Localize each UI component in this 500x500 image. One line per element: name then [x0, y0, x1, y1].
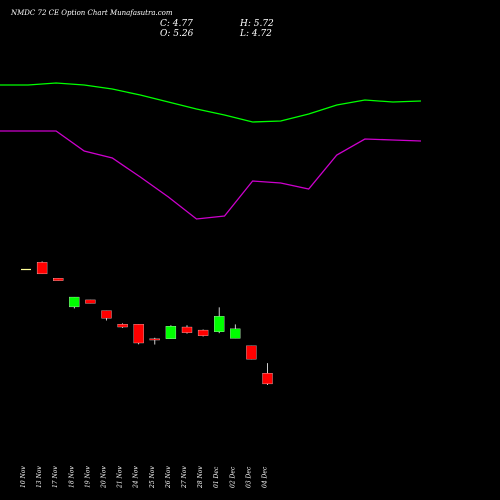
x-tick-label: 25 Nov — [149, 466, 156, 489]
candle-body — [262, 373, 273, 385]
x-tick-label: 24 Nov — [133, 466, 140, 489]
candle-body — [149, 338, 160, 341]
upper-band-line — [0, 82, 422, 123]
x-tick-label: 02 Dec — [229, 466, 236, 488]
candle-body — [53, 278, 64, 281]
candle-body — [197, 329, 209, 336]
candle-body — [214, 316, 225, 332]
x-tick-label: 17 Nov — [52, 466, 59, 488]
candle-body — [181, 326, 193, 333]
candle-body — [69, 296, 80, 308]
x-tick-label: 26 Nov — [165, 466, 172, 489]
x-tick-label: 03 Dec — [245, 466, 252, 488]
x-tick-label: 18 Nov — [68, 466, 75, 488]
candle-body — [165, 326, 177, 339]
x-tick-label: 13 Nov — [36, 466, 43, 488]
high-value: H: 5.72 — [240, 19, 274, 29]
x-tick-label: 28 Nov — [197, 466, 204, 489]
candle-body — [36, 262, 48, 275]
candle-body — [101, 310, 112, 319]
candle-body — [230, 328, 241, 339]
candle-body — [246, 345, 257, 360]
candle-body — [85, 299, 96, 304]
x-tick-label: 19 Nov — [84, 466, 91, 488]
x-tick-label: 20 Nov — [101, 466, 108, 489]
candle-body — [133, 324, 144, 344]
x-tick-label: 10 Nov — [20, 466, 27, 488]
x-tick-label: 04 Dec — [262, 466, 269, 488]
low-value: L: 4.72 — [240, 29, 272, 39]
x-tick-label: 27 Nov — [181, 466, 188, 489]
chart-title: NMDC 72 CE Option Chart Munafasutra.com — [11, 9, 173, 17]
x-tick-label: 21 Nov — [117, 466, 124, 489]
candle-body — [21, 268, 31, 271]
x-tick-label: 01 Dec — [213, 466, 220, 488]
open-value: O: 5.26 — [160, 29, 194, 39]
candle-body — [117, 324, 128, 328]
lower-band-line — [0, 130, 422, 220]
close-value: C: 4.77 — [160, 19, 193, 29]
